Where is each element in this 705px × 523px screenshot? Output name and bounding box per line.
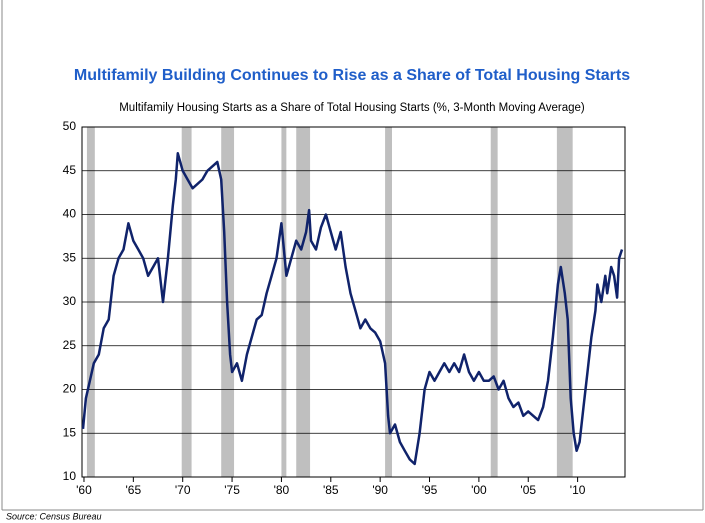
x-tick-label: '75 — [224, 483, 240, 497]
y-tick-label: 35 — [63, 250, 77, 264]
x-tick-label: '70 — [175, 483, 191, 497]
y-tick-label: 40 — [63, 207, 77, 221]
x-tick-label: '10 — [570, 483, 586, 497]
x-tick-label: '85 — [323, 483, 339, 497]
source: Source: Census Bureau — [6, 511, 102, 521]
x-tick-label: '60 — [76, 483, 92, 497]
x-tick-label: '05 — [520, 483, 536, 497]
x-tick-label: '95 — [422, 483, 438, 497]
y-tick-label: 20 — [63, 382, 77, 396]
series-line — [81, 152, 624, 466]
x-tick-label: '90 — [372, 483, 388, 497]
y-tick-label: 50 — [63, 119, 77, 133]
chart-title: Multifamily Building Continues to Rise a… — [74, 67, 630, 84]
chart-subtitle: Multifamily Housing Starts as a Share of… — [119, 102, 585, 114]
y-tick-label: 30 — [63, 294, 77, 308]
x-tick-label: '00 — [471, 483, 487, 497]
y-tick-label: 10 — [63, 469, 77, 483]
x-tick-label: '80 — [274, 483, 290, 497]
y-tick-label: 25 — [63, 338, 77, 352]
y-tick-label: 45 — [63, 163, 77, 177]
plot-border — [81, 126, 626, 478]
x-tick-label: '65 — [126, 483, 142, 497]
y-tick-label: 15 — [63, 425, 77, 439]
